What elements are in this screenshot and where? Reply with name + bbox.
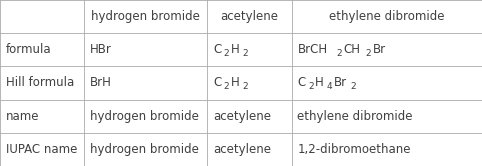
Text: acetylene: acetylene — [213, 143, 271, 156]
Text: H: H — [231, 77, 240, 89]
Text: IUPAC name: IUPAC name — [6, 143, 77, 156]
Text: 1,2-dibromoethane: 1,2-dibromoethane — [297, 143, 411, 156]
Text: ethylene dibromide: ethylene dibromide — [329, 10, 444, 23]
Text: Br: Br — [334, 77, 347, 89]
Text: C: C — [297, 77, 306, 89]
Text: C: C — [213, 43, 221, 56]
Text: 2: 2 — [242, 49, 248, 58]
Text: hydrogen bromide: hydrogen bromide — [90, 143, 199, 156]
Text: H: H — [315, 77, 324, 89]
Text: 2: 2 — [351, 82, 356, 91]
Text: ethylene dibromide: ethylene dibromide — [297, 110, 413, 123]
Text: BrH: BrH — [90, 77, 112, 89]
Text: 2: 2 — [242, 82, 248, 91]
Text: hydrogen bromide: hydrogen bromide — [92, 10, 200, 23]
Text: hydrogen bromide: hydrogen bromide — [90, 110, 199, 123]
Text: acetylene: acetylene — [220, 10, 279, 23]
Text: Br: Br — [373, 43, 386, 56]
Text: 2: 2 — [224, 49, 229, 58]
Text: 4: 4 — [327, 82, 332, 91]
Text: formula: formula — [6, 43, 52, 56]
Text: 2: 2 — [308, 82, 314, 91]
Text: 2: 2 — [224, 82, 229, 91]
Text: HBr: HBr — [90, 43, 112, 56]
Text: 2: 2 — [365, 49, 371, 58]
Text: CH: CH — [344, 43, 361, 56]
Text: H: H — [231, 43, 240, 56]
Text: acetylene: acetylene — [213, 110, 271, 123]
Text: 2: 2 — [336, 49, 342, 58]
Text: Hill formula: Hill formula — [6, 77, 74, 89]
Text: BrCH: BrCH — [297, 43, 328, 56]
Text: C: C — [213, 77, 221, 89]
Text: name: name — [6, 110, 40, 123]
